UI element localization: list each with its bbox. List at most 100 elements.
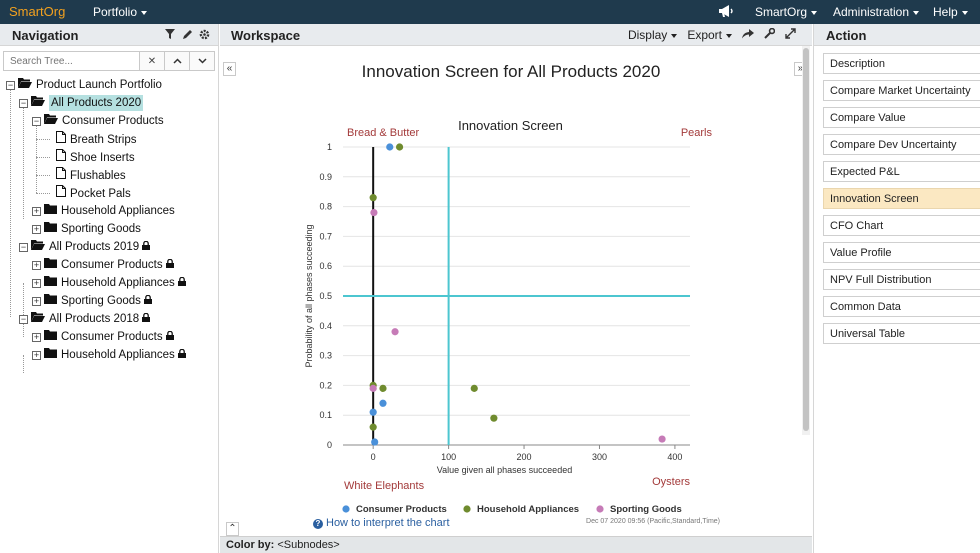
data-point (369, 408, 377, 416)
tree-node-household-appliances[interactable]: + Household Appliances (32, 203, 175, 219)
action-npv-full-distribution[interactable]: NPV Full Distribution (823, 269, 980, 290)
chart-timestamp: Dec 07 2020 09:56 (Pacific,Standard,Time… (586, 518, 720, 525)
navigation-title: Navigation (12, 28, 79, 43)
y-axis-label: Probability of all phases succeeding (304, 224, 314, 367)
action-item-label: NPV Full Distribution (830, 274, 932, 286)
smartorg-menu[interactable]: SmartOrg (755, 5, 818, 19)
export-menu[interactable]: Export (687, 28, 732, 42)
scrollbar-thumb[interactable] (803, 48, 809, 431)
tree-node-all-products-2020[interactable]: − All Products 2020 (19, 95, 144, 111)
collapse-left-button[interactable]: « (223, 62, 236, 76)
legend-marker (342, 505, 350, 513)
tree-node-household-appliances-2018[interactable]: + Household Appliances (32, 347, 186, 363)
tree-node-all-products-2018[interactable]: − All Products 2018 (19, 311, 151, 327)
lock-icon (177, 275, 186, 291)
gear-icon[interactable] (199, 29, 210, 43)
data-point (391, 328, 399, 336)
tree-node-label: Consumer Products (61, 331, 163, 343)
display-menu[interactable]: Display (628, 28, 678, 42)
tree-node-breath-strips[interactable]: Breath Strips (56, 131, 136, 147)
action-universal-table[interactable]: Universal Table (823, 323, 980, 344)
folder-open-icon (31, 239, 45, 255)
expand-toggle[interactable]: + (32, 223, 41, 234)
collapse-toggle[interactable]: − (19, 97, 28, 108)
expand-toggle[interactable]: + (32, 277, 41, 288)
expand-toggle[interactable]: + (32, 295, 41, 306)
chevron-up-icon (172, 56, 182, 67)
tree-node-flushables[interactable]: Flushables (56, 167, 126, 183)
y-tick-label: 0.2 (319, 380, 332, 390)
help-menu[interactable]: Help (933, 5, 968, 19)
legend-entry: Sporting Goods (610, 504, 682, 515)
quadrant-label-oysters: Oysters (652, 476, 690, 488)
action-cfo-chart[interactable]: CFO Chart (823, 215, 980, 236)
megaphone-icon[interactable] (718, 4, 734, 21)
action-compare-dev-uncertainty[interactable]: Compare Dev Uncertainty (823, 134, 980, 155)
clear-search-button[interactable]: ✕ (140, 51, 165, 71)
export-menu-label: Export (687, 28, 722, 42)
tree-node-consumer-products-2018[interactable]: + Consumer Products (32, 329, 174, 345)
search-next-button[interactable] (190, 51, 215, 71)
tree-node-consumer-products-2019[interactable]: + Consumer Products (32, 257, 174, 273)
action-description[interactable]: Description (823, 53, 980, 74)
tree-node-household-appliances-2019[interactable]: + Household Appliances (32, 275, 186, 291)
action-expected-pl[interactable]: Expected P&L (823, 161, 980, 182)
filter-icon[interactable] (165, 29, 175, 43)
expand-icon[interactable] (785, 28, 796, 42)
color-by-label: Color by: (226, 539, 275, 551)
action-innovation-screen[interactable]: Innovation Screen (823, 188, 980, 209)
tree-node-label: Consumer Products (61, 259, 163, 271)
action-value-profile[interactable]: Value Profile (823, 242, 980, 263)
how-to-interpret-link[interactable]: ? How to interpret the chart (313, 517, 450, 529)
portfolio-menu[interactable]: Portfolio (93, 5, 148, 19)
y-tick-label: 0.7 (319, 231, 332, 241)
action-header: Action (814, 24, 980, 46)
workspace-header: Workspace Display Export (220, 24, 812, 46)
tree-search: ✕ (3, 51, 216, 71)
expand-toggle[interactable]: + (32, 331, 41, 342)
wrench-icon[interactable] (764, 27, 776, 42)
action-common-data[interactable]: Common Data (823, 296, 980, 317)
color-by-bar[interactable]: Color by: <Subnodes> (220, 536, 812, 553)
help-circle-icon: ? (313, 519, 323, 529)
tree-node-all-products-2019[interactable]: − All Products 2019 (19, 239, 151, 255)
collapse-toggle[interactable]: − (32, 115, 41, 126)
tree-node-portfolio[interactable]: − Product Launch Portfolio (6, 77, 162, 93)
administration-menu[interactable]: Administration (833, 5, 920, 19)
double-chevron-left-icon: « (226, 63, 233, 74)
tree-node-label: All Products 2018 (49, 313, 140, 325)
tree-node-label: Pocket Pals (70, 187, 131, 200)
folder-icon (44, 257, 57, 273)
tree-node-sporting-goods[interactable]: + Sporting Goods (32, 221, 141, 237)
collapse-toggle[interactable]: − (19, 313, 28, 324)
tree-node-label: Household Appliances (61, 277, 175, 289)
top-bar: SmartOrg Portfolio SmartOrg Administrati… (0, 0, 980, 24)
expand-toggle[interactable]: + (32, 205, 41, 216)
navigation-panel: Navigation ✕ −Product Launch Portfolio −… (0, 24, 219, 553)
collapse-toggle[interactable]: − (19, 241, 28, 252)
folder-icon (44, 347, 57, 363)
navigation-header: Navigation (0, 24, 218, 46)
collapse-up-button[interactable]: ⌃ (226, 522, 239, 536)
tree-node-consumer-products[interactable]: − Consumer Products (32, 113, 164, 129)
folder-icon (44, 221, 57, 237)
tree-node-pocket-pals[interactable]: Pocket Pals (56, 185, 131, 201)
y-tick-label: 0.3 (319, 351, 332, 361)
workspace-scrollbar[interactable] (802, 46, 810, 435)
expand-toggle[interactable]: + (32, 259, 41, 270)
action-compare-value[interactable]: Compare Value (823, 107, 980, 128)
data-point (386, 143, 394, 151)
quadrant-label-pearls: Pearls (681, 127, 713, 139)
action-compare-market-uncertainty[interactable]: Compare Market Uncertainty (823, 80, 980, 101)
share-icon[interactable] (742, 28, 754, 42)
tree-node-shoe-inserts[interactable]: Shoe Inserts (56, 149, 135, 165)
action-item-label: Expected P&L (830, 166, 900, 178)
pencil-icon[interactable] (182, 29, 192, 43)
search-tree-input[interactable] (3, 51, 140, 71)
chevron-down-icon (141, 10, 148, 15)
app-logo[interactable]: SmartOrg (9, 4, 66, 19)
expand-toggle[interactable]: + (32, 349, 41, 360)
tree-node-sporting-goods-2019[interactable]: + Sporting Goods (32, 293, 152, 309)
search-prev-button[interactable] (165, 51, 190, 71)
collapse-toggle[interactable]: − (6, 79, 15, 90)
